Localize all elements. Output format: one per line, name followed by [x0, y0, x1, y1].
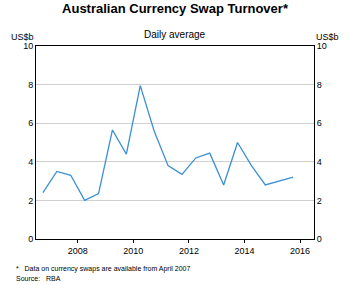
svg-text:US$b: US$b: [316, 32, 339, 42]
svg-text:0: 0: [317, 234, 322, 244]
svg-text:2012: 2012: [179, 246, 199, 256]
svg-text:4: 4: [317, 157, 322, 167]
svg-text:2: 2: [317, 196, 322, 206]
svg-text:US$b: US$b: [11, 32, 34, 42]
svg-text:8: 8: [317, 80, 322, 90]
svg-text:Daily average: Daily average: [144, 29, 206, 40]
svg-text:2010: 2010: [123, 246, 143, 256]
svg-text:10: 10: [317, 41, 327, 51]
svg-text:6: 6: [28, 118, 33, 128]
svg-text:Australian Currency Swap Turno: Australian Currency Swap Turnover*: [62, 1, 289, 16]
svg-text:8: 8: [28, 80, 33, 90]
svg-text:2014: 2014: [234, 246, 254, 256]
svg-text:2: 2: [28, 196, 33, 206]
svg-text:2016: 2016: [290, 246, 310, 256]
svg-text:0: 0: [28, 234, 33, 244]
svg-text:4: 4: [28, 157, 33, 167]
svg-text:6: 6: [317, 118, 322, 128]
svg-text:* Data on currency swaps are: * Data on currency swaps are available f…: [16, 265, 190, 273]
svg-text:10: 10: [23, 41, 33, 51]
svg-text:2008: 2008: [68, 246, 88, 256]
svg-text:Source: RBA: Source: RBA: [16, 275, 61, 282]
